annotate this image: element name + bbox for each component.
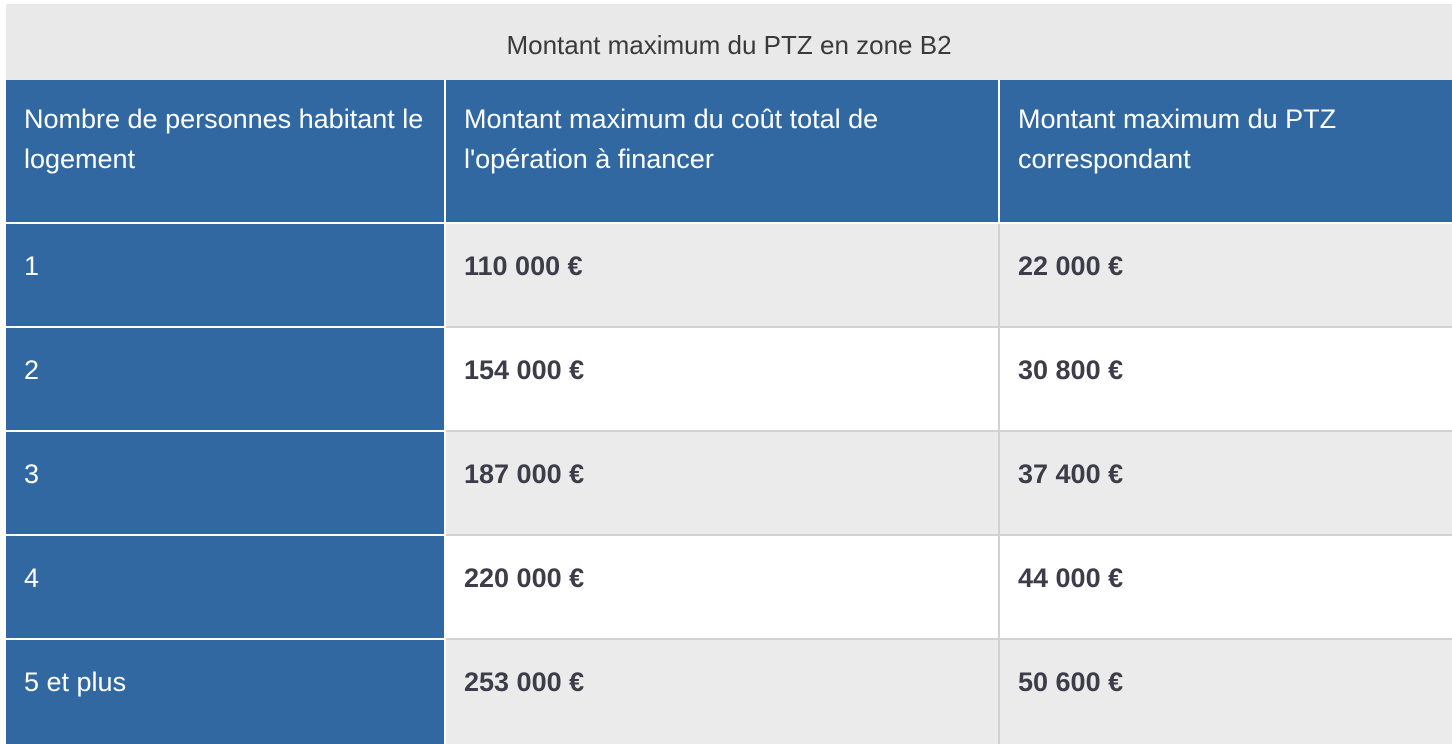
row-1-ptz: 22 000 €: [1000, 224, 1452, 328]
row-2-cost: 154 000 €: [446, 328, 1000, 432]
row-5-persons: 5 et plus: [6, 640, 446, 744]
ptz-table: Montant maximum du PTZ en zone B2 Nombre…: [6, 4, 1452, 744]
table-caption: Montant maximum du PTZ en zone B2: [6, 4, 1452, 80]
row-5-cost: 253 000 €: [446, 640, 1000, 744]
row-3-cost: 187 000 €: [446, 432, 1000, 536]
header-total-cost: Montant maximum du coût total de l'opéra…: [446, 80, 1000, 224]
header-persons: Nombre de personnes habitant le logement: [6, 80, 446, 224]
row-4-cost: 220 000 €: [446, 536, 1000, 640]
header-ptz-amount: Montant maximum du PTZ correspondant: [1000, 80, 1452, 224]
table-grid: Nombre de personnes habitant le logement…: [6, 80, 1452, 744]
row-1-persons: 1: [6, 224, 446, 328]
row-2-ptz: 30 800 €: [1000, 328, 1452, 432]
row-3-persons: 3: [6, 432, 446, 536]
row-5-ptz: 50 600 €: [1000, 640, 1452, 744]
row-3-ptz: 37 400 €: [1000, 432, 1452, 536]
row-2-persons: 2: [6, 328, 446, 432]
row-4-ptz: 44 000 €: [1000, 536, 1452, 640]
row-1-cost: 110 000 €: [446, 224, 1000, 328]
row-4-persons: 4: [6, 536, 446, 640]
